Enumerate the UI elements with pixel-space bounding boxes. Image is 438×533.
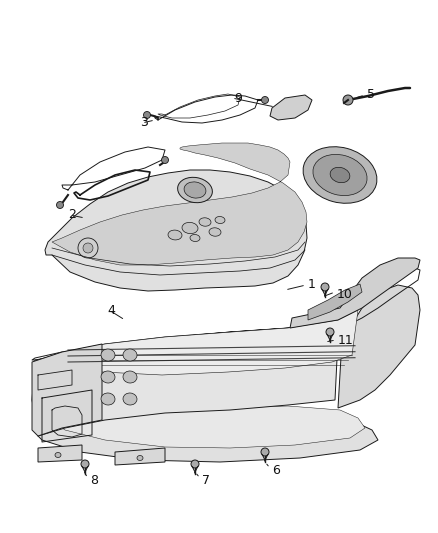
Ellipse shape [303,147,377,203]
Polygon shape [308,284,362,320]
Text: 2: 2 [68,208,76,222]
Circle shape [81,460,89,468]
Circle shape [326,328,334,336]
Ellipse shape [313,155,367,196]
Text: 11: 11 [338,334,354,346]
Circle shape [83,243,93,253]
Polygon shape [38,445,82,462]
Ellipse shape [123,349,137,361]
Ellipse shape [101,349,115,361]
Circle shape [321,283,329,291]
Polygon shape [290,258,420,328]
Text: 5: 5 [367,88,375,101]
Circle shape [261,96,268,103]
Polygon shape [115,448,165,465]
Circle shape [144,111,151,118]
Circle shape [343,95,353,105]
Polygon shape [58,310,358,375]
Polygon shape [58,406,365,448]
Circle shape [162,157,169,164]
Polygon shape [338,285,420,408]
Polygon shape [270,95,312,120]
Ellipse shape [55,453,61,457]
Ellipse shape [190,235,200,241]
Ellipse shape [330,167,350,183]
Text: 9: 9 [234,92,242,104]
Ellipse shape [101,393,115,405]
Circle shape [191,460,199,468]
Ellipse shape [215,216,225,223]
Circle shape [261,448,269,456]
Polygon shape [38,418,378,462]
Polygon shape [52,143,307,265]
Ellipse shape [137,456,143,461]
Ellipse shape [182,222,198,233]
Ellipse shape [209,228,221,236]
Text: 7: 7 [202,473,210,487]
Ellipse shape [101,371,115,383]
Ellipse shape [184,182,206,198]
Ellipse shape [123,371,137,383]
Ellipse shape [199,218,211,226]
Ellipse shape [123,393,137,405]
Ellipse shape [168,230,182,240]
Circle shape [57,201,64,208]
Polygon shape [45,170,307,291]
Text: 8: 8 [90,473,98,487]
Text: 6: 6 [272,464,280,477]
Text: 3: 3 [140,117,148,130]
Polygon shape [32,330,338,436]
Text: 1: 1 [308,279,316,292]
Circle shape [78,238,98,258]
Text: 10: 10 [337,287,353,301]
Text: 4: 4 [107,303,115,317]
Ellipse shape [178,177,212,203]
Polygon shape [32,344,102,436]
